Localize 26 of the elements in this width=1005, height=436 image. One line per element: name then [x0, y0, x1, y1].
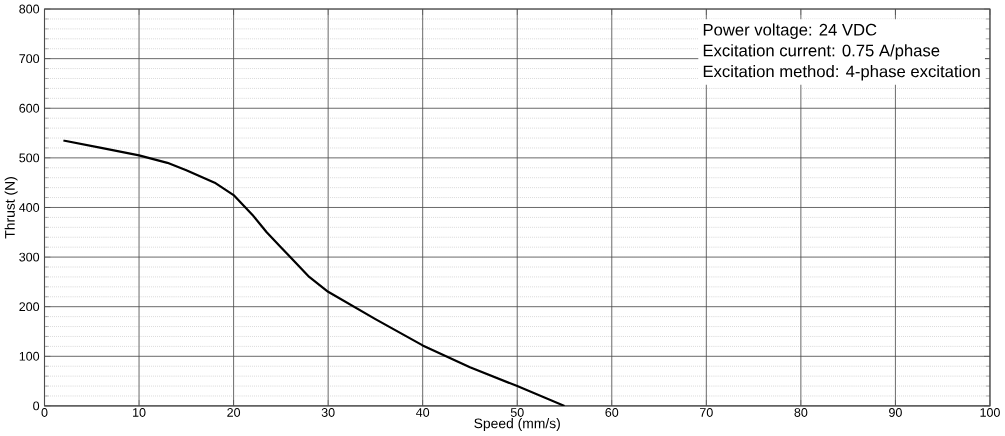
x-tick-label: 10 [133, 408, 146, 418]
annotation: Excitation current: 0.75 A/phase [703, 44, 940, 60]
x-tick-label: 20 [227, 408, 241, 418]
x-tick-label: 100 [980, 408, 1000, 418]
y-tick-label: 400 [19, 203, 40, 213]
y-tick-label: 0 [33, 401, 40, 411]
x-axis-title: Speed (mm/s) [474, 418, 560, 432]
y-tick-label: 800 [19, 4, 40, 14]
y-tick-label: 100 [19, 352, 40, 361]
annotation: Excitation method: 4-phase excitation [703, 65, 980, 81]
x-tick-label: 80 [794, 408, 808, 418]
y-tick-label: 700 [19, 54, 40, 64]
annotation: Power voltage: 24 VDC [703, 23, 877, 40]
y-tick-label: 500 [19, 153, 40, 163]
x-tick-label: 90 [889, 408, 902, 418]
line-series [62, 139, 566, 407]
x-tick-label: 50 [510, 408, 524, 418]
x-tick-label: 30 [321, 408, 335, 418]
y-tick-label: 200 [19, 302, 40, 312]
y-tick-label: 600 [19, 104, 40, 113]
x-tick-label: 40 [416, 408, 430, 418]
y-axis-title: Thrust (N) [4, 177, 18, 239]
y-tick-label: 300 [19, 252, 40, 262]
x-tick-label: 60 [605, 408, 619, 418]
x-tick-label: 0 [41, 408, 48, 418]
x-tick-label: 70 [700, 408, 713, 418]
